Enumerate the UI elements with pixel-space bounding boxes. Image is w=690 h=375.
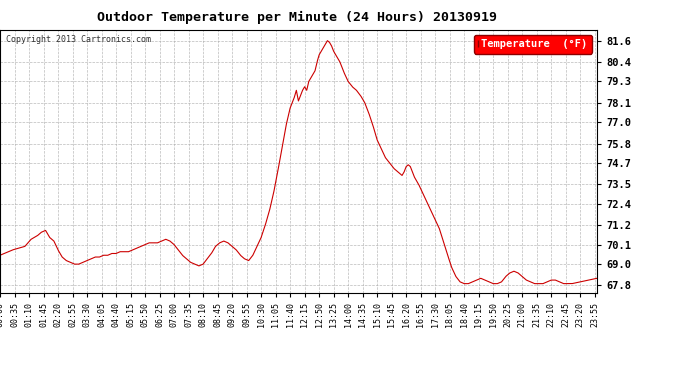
Text: Copyright 2013 Cartronics.com: Copyright 2013 Cartronics.com bbox=[6, 35, 151, 44]
Legend: Temperature  (°F): Temperature (°F) bbox=[474, 35, 591, 54]
Text: Outdoor Temperature per Minute (24 Hours) 20130919: Outdoor Temperature per Minute (24 Hours… bbox=[97, 11, 497, 24]
